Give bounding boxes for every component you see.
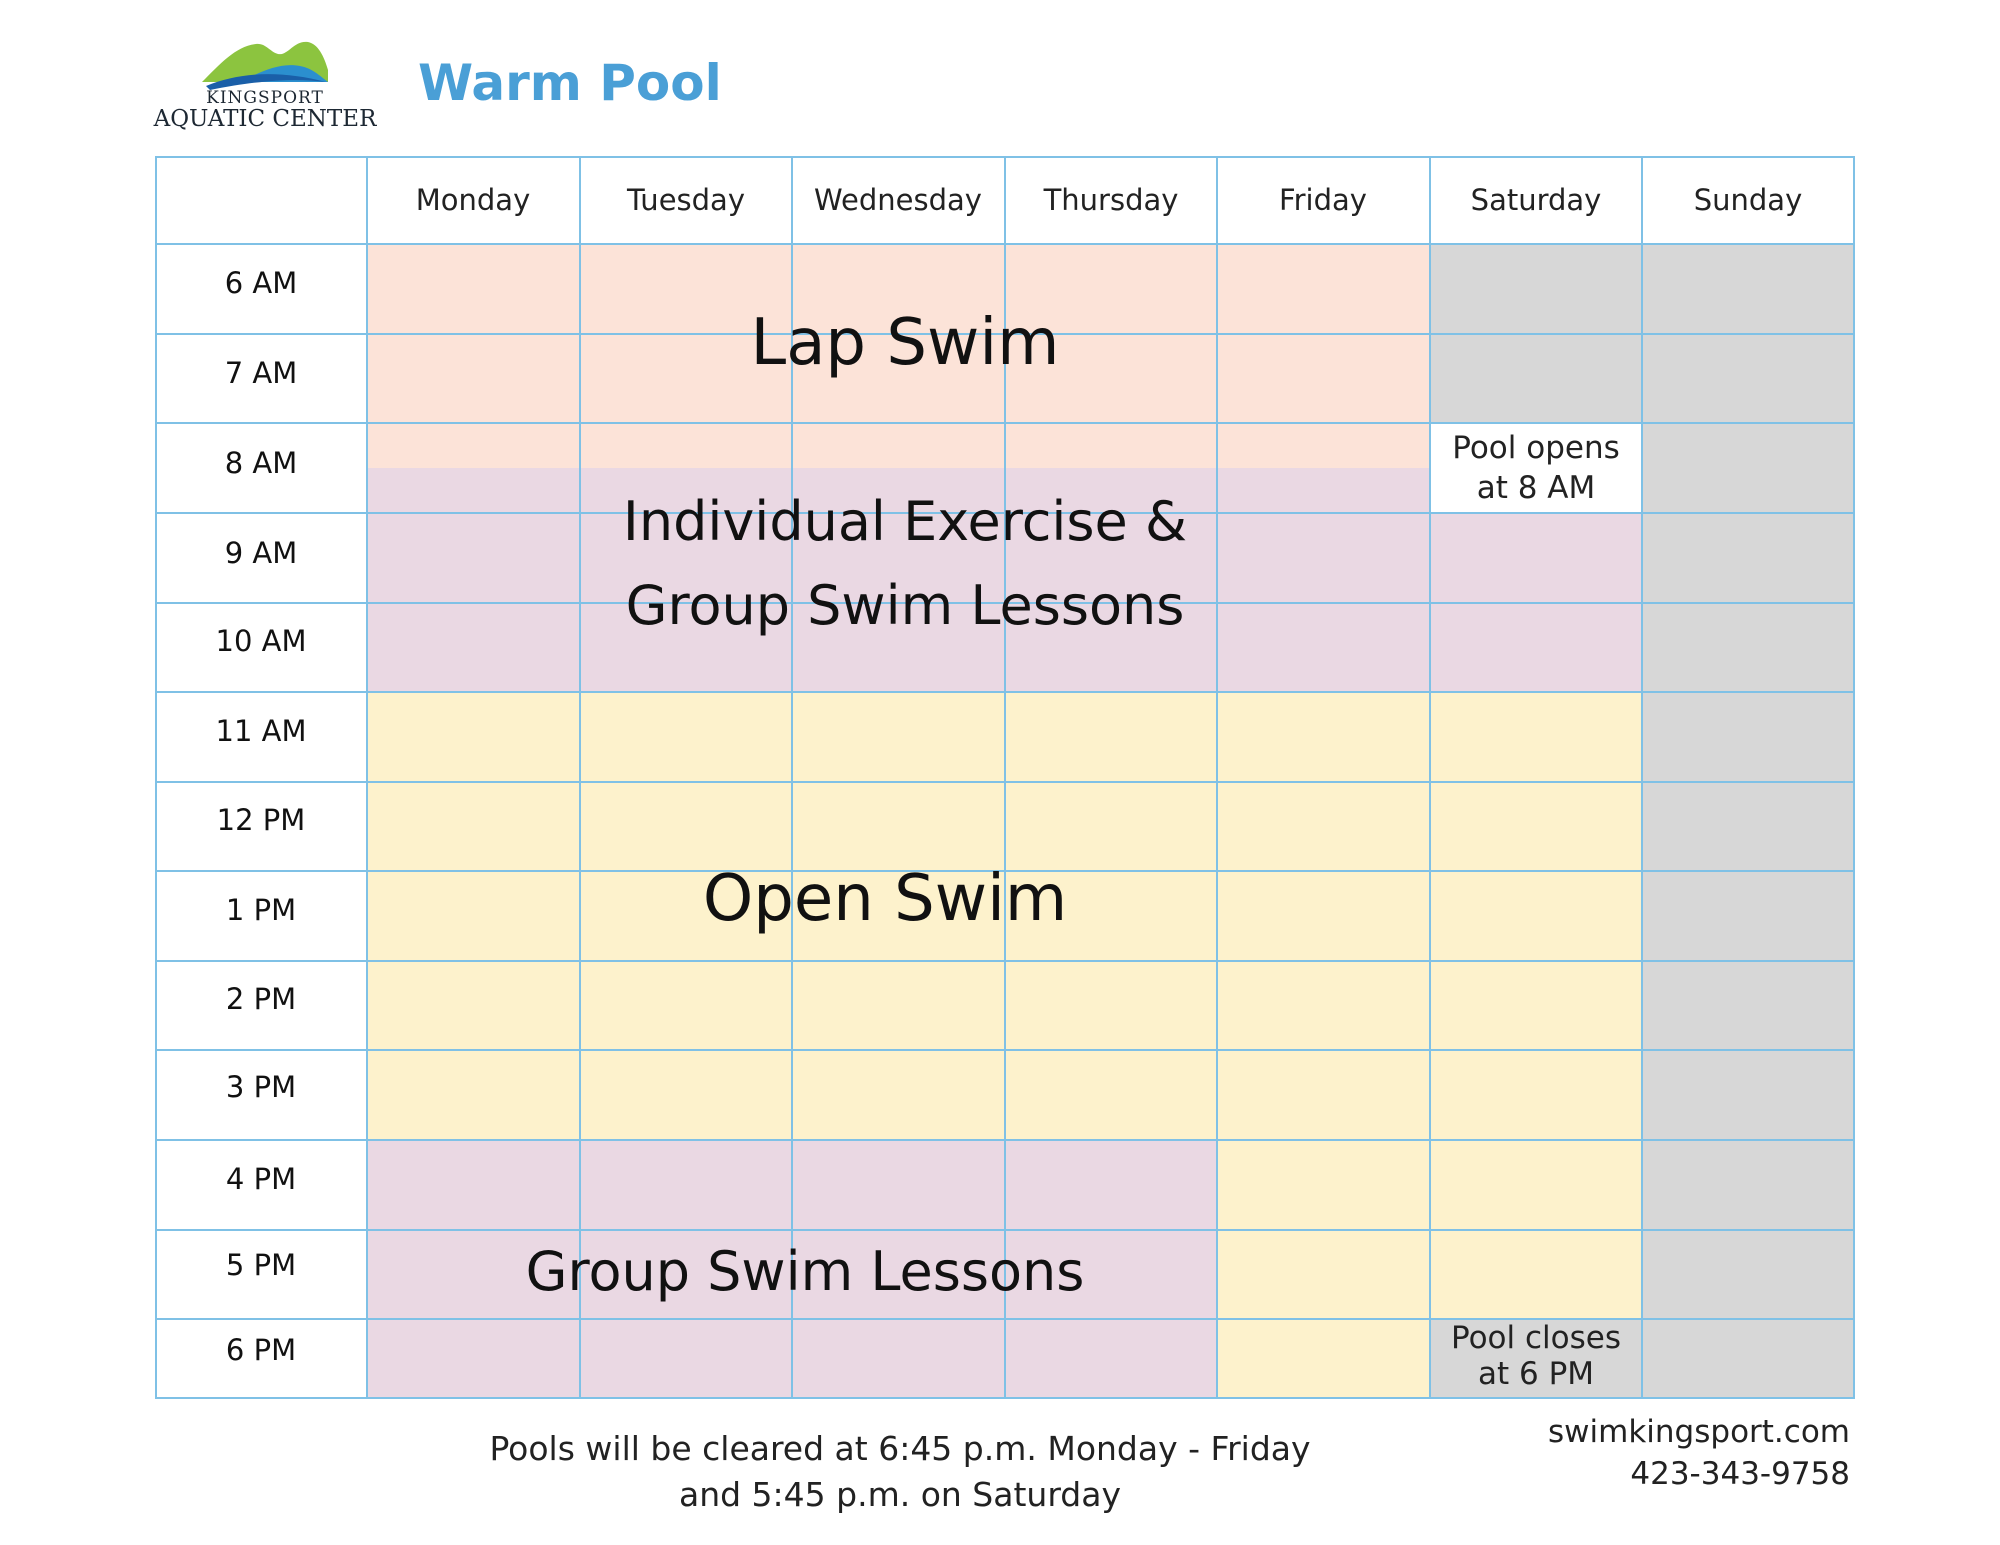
header-friday: Friday	[1279, 183, 1367, 217]
time-label: 6 PM	[225, 1333, 297, 1367]
contact-info: swimkingsport.com 423-343-9758	[1548, 1411, 1850, 1495]
lap-swim-label: Lap Swim	[750, 306, 1060, 380]
time-label: 12 PM	[216, 803, 306, 837]
logo-text-kingsport: KINGSPORT	[206, 88, 324, 108]
kingsport-aquatic-center-logo: KINGSPORT AQUATIC CENTER	[150, 36, 380, 136]
footer-note-line: and 5:45 p.m. on Saturday	[678, 1475, 1122, 1514]
time-label: 2 PM	[225, 982, 297, 1016]
header-saturday: Saturday	[1470, 183, 1602, 217]
note-line: at 8 AM	[1476, 470, 1596, 506]
exercise-label-line1: Individual Exercise &	[622, 490, 1188, 553]
time-label: 7 AM	[224, 356, 298, 390]
logo-text-aquatic-center: AQUATIC CENTER	[153, 106, 377, 132]
lap-swim-block	[367, 244, 1430, 468]
exercise-lessons-block	[367, 468, 1430, 692]
time-label: 6 AM	[224, 266, 298, 300]
open-swim-label: Open Swim	[702, 862, 1068, 936]
note-line: Pool opens	[1452, 430, 1620, 466]
schedule-grid: Monday Tuesday Wednesday Thursday Friday…	[155, 156, 1855, 1399]
saturday-close-note: Pool closes at 6 PM	[1430, 1320, 1642, 1392]
note-line: at 6 PM	[1477, 1356, 1595, 1392]
saturday-closed-evening	[1430, 1319, 1642, 1399]
group-lessons-label: Group Swim Lessons	[525, 1240, 1085, 1303]
time-label: 9 AM	[224, 536, 298, 570]
time-label: 10 AM	[215, 624, 307, 658]
phone-number: 423-343-9758	[1630, 1456, 1850, 1492]
time-label: 5 PM	[225, 1248, 297, 1282]
header-sunday: Sunday	[1693, 183, 1803, 217]
friday-open-swim-evening	[1217, 1140, 1430, 1399]
saturday-open-note: Pool opens at 8 AM	[1430, 428, 1642, 508]
time-label: 4 PM	[225, 1162, 297, 1196]
page-title: Warm Pool	[418, 54, 722, 112]
website-link[interactable]: swimkingsport.com	[1548, 1414, 1850, 1450]
footer-note-line: Pools will be cleared at 6:45 p.m. Monda…	[489, 1429, 1311, 1468]
header-tuesday: Tuesday	[627, 183, 745, 217]
time-label: 8 AM	[224, 446, 298, 480]
clearing-time-note: Pools will be cleared at 6:45 p.m. Monda…	[400, 1426, 1400, 1518]
header-wednesday: Wednesday	[814, 183, 982, 217]
exercise-label-line2: Group Swim Lessons	[625, 574, 1185, 637]
mountain-wave-icon	[202, 41, 328, 90]
sunday-closed-block	[1642, 244, 1855, 1399]
time-label: 11 AM	[215, 714, 307, 748]
time-label: 1 PM	[225, 893, 297, 927]
header-monday: Monday	[415, 183, 531, 217]
header-thursday: Thursday	[1043, 183, 1179, 217]
time-label: 3 PM	[225, 1070, 297, 1104]
note-line: Pool closes	[1451, 1320, 1621, 1356]
